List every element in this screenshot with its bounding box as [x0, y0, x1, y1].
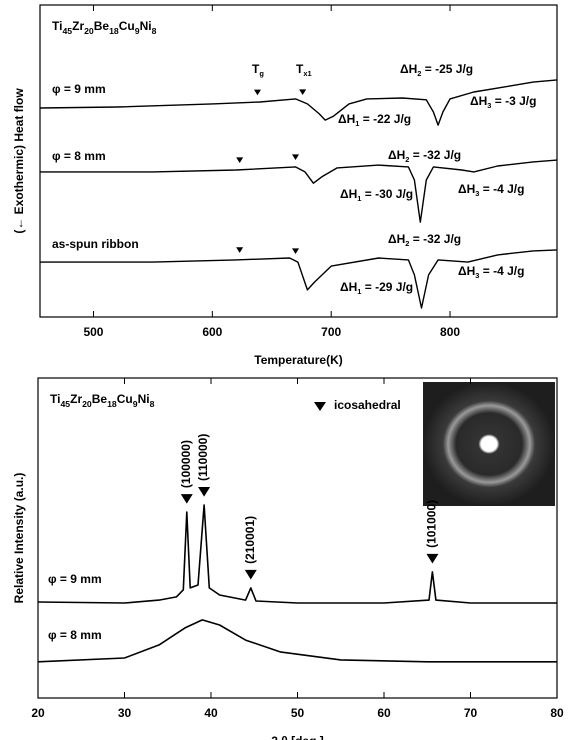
- text-part: 45: [62, 26, 72, 36]
- text-part: = -22 J/g: [359, 112, 411, 126]
- enthalpy-label: ΔH2 = -32 J/g: [388, 148, 461, 164]
- peak-marker: [245, 570, 257, 580]
- curve: [38, 620, 557, 662]
- legend-marker: [314, 402, 326, 411]
- enthalpy-label: ΔH1 = -22 J/g: [338, 112, 411, 128]
- text-part: ΔH: [470, 94, 487, 108]
- x-tick-label: 30: [118, 706, 132, 720]
- marker-label: Tg: [252, 62, 264, 78]
- legend-label: icosahedral: [334, 398, 401, 412]
- peak-label: (100000): [179, 440, 193, 488]
- diffraction-inset: [423, 382, 555, 506]
- text-part: = -29 J/g: [361, 280, 413, 294]
- text-part: Cu: [119, 19, 135, 33]
- x-tick-label: 70: [464, 706, 478, 720]
- enthalpy-label: ΔH2 = -32 J/g: [388, 232, 461, 248]
- text-part: Ni: [138, 392, 150, 406]
- text-part: = -4 J/g: [479, 182, 524, 196]
- text-part: ΔH: [388, 148, 405, 162]
- text-part: Ti: [52, 19, 62, 33]
- onset-marker: [236, 157, 243, 163]
- text-part: = -4 J/g: [479, 264, 524, 278]
- onset-marker: [299, 89, 306, 95]
- enthalpy-label: ΔH1 = -29 J/g: [340, 280, 413, 296]
- text-part: ΔH: [458, 264, 475, 278]
- text-part: Be: [94, 19, 110, 33]
- text-part: 45: [60, 399, 70, 409]
- onset-marker: [292, 248, 299, 254]
- enthalpy-label: ΔH1 = -30 J/g: [340, 187, 413, 203]
- text-part: = -32 J/g: [409, 232, 461, 246]
- enthalpy-label: ΔH3 = -4 J/g: [458, 264, 524, 280]
- text-part: 20: [82, 399, 92, 409]
- text-part: 8: [150, 399, 155, 409]
- x-tick-label: 800: [440, 325, 460, 339]
- enthalpy-label: ΔH2 = -25 J/g: [400, 62, 473, 78]
- curve: [40, 250, 557, 308]
- text-part: Zr: [70, 392, 82, 406]
- text-part: ΔH: [340, 280, 357, 294]
- text-part: 8: [152, 26, 157, 36]
- x-axis-label: Temperature(K): [254, 353, 342, 367]
- curve-label: φ = 9 mm: [48, 572, 102, 586]
- figure: 500 600 700 800 Temperature(K) (← Exothermic)…: [0, 0, 570, 740]
- peak-label: (101000): [425, 500, 439, 548]
- chart-title: Ti45Zr20Be18Cu9Ni8: [52, 19, 157, 36]
- text-part: x1: [303, 69, 311, 78]
- text-part: = -3 J/g: [491, 94, 536, 108]
- text-part: g: [259, 69, 264, 78]
- peak-marker: [181, 494, 193, 504]
- y-axis-label: Relative Intensity (a.u.): [12, 473, 26, 604]
- x-tick-label: 80: [550, 706, 564, 720]
- text-part: 20: [84, 26, 94, 36]
- onset-marker: [254, 90, 261, 96]
- x-tick-label: 700: [321, 325, 341, 339]
- curve-label: φ = 8 mm: [48, 628, 102, 642]
- enthalpy-label: ΔH3 = -4 J/g: [458, 182, 524, 198]
- x-tick-label: 600: [202, 325, 222, 339]
- text-part: ΔH: [338, 112, 355, 126]
- text-part: 18: [107, 399, 117, 409]
- text-part: = -30 J/g: [361, 187, 413, 201]
- peak-marker: [426, 554, 438, 564]
- x-tick-label: 20: [31, 706, 45, 720]
- peak-label: (210001): [243, 516, 257, 564]
- curve: [38, 505, 557, 603]
- x-tick-label: 60: [377, 706, 391, 720]
- text-part: 18: [109, 26, 119, 36]
- x-tick-label: 50: [291, 706, 305, 720]
- peak-marker: [198, 487, 210, 497]
- marker-label: Tx1: [296, 62, 312, 78]
- onset-marker: [236, 247, 243, 253]
- x-axis-label: 2 θ [deg.]: [271, 734, 324, 740]
- x-tick-label: 40: [204, 706, 218, 720]
- text-part: = -25 J/g: [421, 62, 473, 76]
- text-part: ΔH: [458, 182, 475, 196]
- text-part: Be: [92, 392, 108, 406]
- curve-label: φ = 9 mm: [52, 82, 106, 96]
- text-part: = -32 J/g: [409, 148, 461, 162]
- text-part: Ti: [50, 392, 60, 406]
- text-part: Zr: [72, 19, 84, 33]
- text-part: ΔH: [388, 232, 405, 246]
- enthalpy-label: ΔH3 = -3 J/g: [470, 94, 536, 110]
- x-tick-label: 500: [83, 325, 103, 339]
- chart-title: Ti45Zr20Be18Cu9Ni8: [50, 392, 155, 409]
- curve-label: φ = 8 mm: [52, 149, 106, 163]
- onset-marker: [292, 154, 299, 160]
- peak-label: (110000): [196, 434, 210, 481]
- text-part: Ni: [140, 19, 152, 33]
- text-part: ΔH: [400, 62, 417, 76]
- curve-label: as-spun ribbon: [52, 237, 139, 251]
- text-part: ΔH: [340, 187, 357, 201]
- text-part: Cu: [117, 392, 133, 406]
- y-axis-label: (← Exothermic) Heat flow: [12, 88, 26, 234]
